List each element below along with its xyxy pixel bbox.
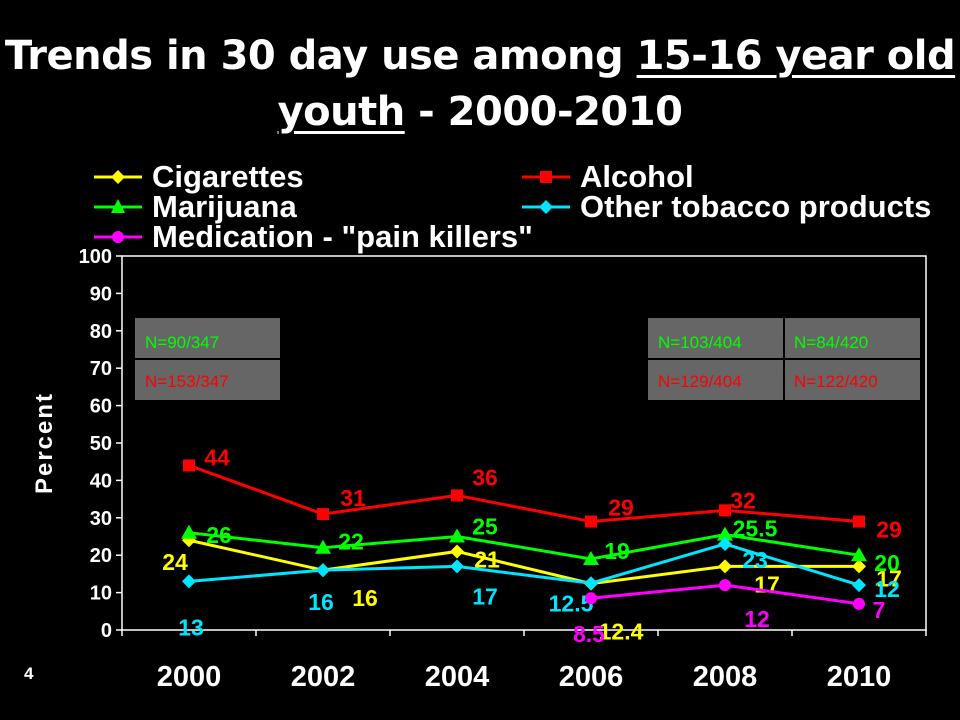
data-point	[719, 504, 731, 517]
data-label: 12.5	[549, 590, 594, 616]
marijuana-marker-icon	[94, 199, 142, 213]
n-box-alcohol-count: N=129/404	[658, 372, 742, 391]
page-number: 4	[24, 664, 34, 683]
y-tick-label: 80	[90, 321, 112, 343]
data-point	[583, 550, 599, 565]
data-point	[718, 536, 732, 551]
x-tick-label: 2004	[425, 661, 490, 693]
data-point	[853, 515, 865, 528]
data-label: 19	[604, 538, 630, 564]
data-point	[585, 515, 597, 528]
data-label: 13	[178, 614, 204, 640]
series-line-3	[188, 542, 860, 587]
title-text-2: - 2000-2010	[404, 89, 683, 135]
data-point	[182, 574, 196, 589]
data-label: 16	[308, 589, 334, 615]
data-point	[585, 592, 597, 605]
n-box-marijuana-count: N=90/347	[145, 333, 219, 352]
series-line-2	[188, 531, 860, 561]
cigarettes-marker-icon	[94, 170, 142, 184]
data-label: 17	[876, 565, 902, 591]
n-box-alcohol-count: N=122/420	[794, 372, 878, 391]
data-point	[851, 547, 867, 562]
x-tick-label: 2000	[157, 661, 222, 693]
data-point	[717, 526, 733, 541]
other-tobacco-marker-icon	[522, 200, 570, 214]
x-tick-label: 2006	[559, 661, 624, 693]
y-tick-label: 40	[90, 470, 112, 492]
legend-label-alcohol: Alcohol	[580, 159, 694, 194]
page-title: Trends in 30 day use among 15-16 year ol…	[0, 28, 960, 140]
data-label: 29	[608, 495, 634, 521]
title-text-1: Trends in 30 day use among	[4, 33, 637, 79]
legend-label-cigarettes: Cigarettes	[152, 159, 304, 194]
title-text-underlined: 15-16 year old youth	[277, 33, 956, 135]
data-point	[449, 528, 465, 543]
y-tick-label: 10	[90, 583, 112, 605]
series-line-1	[188, 464, 860, 524]
data-point	[316, 563, 330, 578]
data-point	[584, 576, 598, 591]
data-point	[852, 578, 866, 593]
data-point	[718, 559, 732, 574]
y-axis-label: Percent	[31, 392, 58, 494]
data-label: 7	[873, 597, 886, 623]
series-line-0	[188, 538, 859, 586]
data-point	[450, 544, 464, 559]
data-label: 44	[204, 444, 230, 470]
pain-killers-marker-icon	[94, 231, 142, 243]
data-point	[183, 459, 195, 472]
data-point	[719, 579, 731, 592]
y-tick-label: 70	[90, 358, 112, 380]
data-label: 12	[874, 576, 900, 602]
data-point	[853, 597, 865, 610]
data-label: 24	[162, 549, 188, 575]
data-label: 26	[206, 522, 232, 548]
x-tick-label: 2010	[827, 661, 892, 693]
data-label: 25.5	[733, 516, 778, 542]
y-tick-label: 60	[90, 396, 112, 418]
data-label: 12	[744, 606, 770, 632]
x-tick-label: 2008	[693, 661, 758, 693]
data-label: 32	[730, 487, 756, 513]
data-label: 20	[874, 550, 900, 576]
data-label: 23	[742, 547, 768, 573]
n-box-marijuana-count: N=84/420	[794, 333, 868, 352]
data-label: 8.5	[573, 621, 605, 647]
y-tick-label: 30	[90, 508, 112, 530]
legend-label-marijuana: Marijuana	[152, 189, 297, 224]
data-label: 36	[472, 464, 498, 490]
legend-label-pain-killers: Medication - "pain killers"	[152, 219, 533, 254]
n-box-marijuana-count: N=103/404	[658, 333, 742, 352]
y-tick-label: 50	[90, 433, 112, 455]
y-tick-label: 100	[79, 246, 112, 268]
data-point	[450, 559, 464, 574]
data-label: 12.4	[599, 619, 644, 645]
data-label: 17	[472, 583, 498, 609]
data-point	[315, 539, 331, 554]
y-tick-label: 20	[90, 545, 112, 567]
legend-item-marijuana: Marijuana	[92, 189, 297, 224]
data-point	[451, 489, 463, 502]
legend-item-other-tobacco: Other tobacco products	[520, 189, 932, 224]
y-tick-label: 0	[101, 620, 112, 642]
y-tick-label: 90	[90, 283, 112, 305]
data-point	[852, 559, 866, 574]
legend-item-pain-killers: Medication - "pain killers"	[92, 219, 533, 254]
x-tick-label: 2002	[291, 661, 356, 693]
legend-item-alcohol: Alcohol	[520, 159, 694, 194]
data-label: 25	[472, 514, 498, 540]
n-box-alcohol-count: N=153/347	[145, 372, 229, 391]
data-label: 31	[340, 485, 366, 511]
legend-label-other-tobacco: Other tobacco products	[580, 189, 932, 224]
alcohol-marker-icon	[522, 171, 570, 183]
data-label: 22	[338, 529, 364, 555]
data-point	[317, 508, 329, 521]
data-label: 16	[352, 585, 378, 611]
legend-item-cigarettes: Cigarettes	[92, 159, 304, 194]
data-point	[181, 524, 197, 539]
data-label: 29	[876, 517, 902, 543]
chart-legend: Cigarettes Alcohol Marijuana Other tobac…	[92, 159, 931, 254]
